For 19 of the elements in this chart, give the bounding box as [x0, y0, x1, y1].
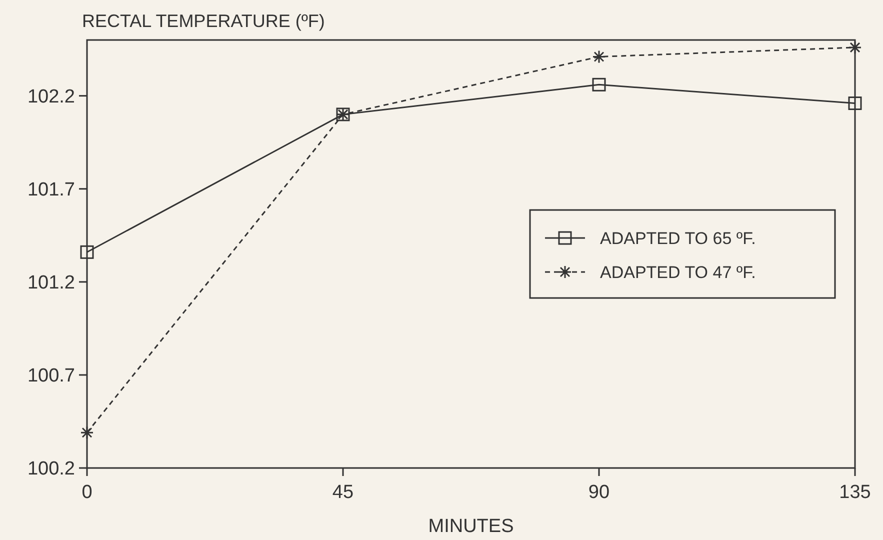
x-tick-label: 135	[839, 482, 871, 503]
legend-label: ADAPTED TO 47 ºF.	[600, 262, 756, 282]
y-tick-label: 100.2	[27, 458, 75, 480]
x-tick-label: 45	[332, 482, 354, 503]
point	[592, 78, 606, 92]
y-axis-title: RECTAL TEMPERATURE (ºF)	[82, 11, 325, 31]
x-tick-label: 90	[588, 482, 610, 503]
point	[80, 245, 94, 259]
x-tick-label: 0	[82, 482, 92, 503]
y-tick-label: 102.2	[27, 86, 75, 108]
x-axis-title: MINUTES	[428, 516, 514, 537]
y-tick-label: 101.7	[27, 180, 75, 201]
point	[80, 426, 94, 440]
legend-label: ADAPTED TO 65 ºF.	[600, 228, 756, 248]
point	[848, 96, 862, 110]
y-tick-label: 101.2	[27, 272, 75, 294]
y-tick-label: 100.7	[27, 366, 75, 387]
point	[848, 40, 862, 54]
point	[592, 50, 606, 64]
